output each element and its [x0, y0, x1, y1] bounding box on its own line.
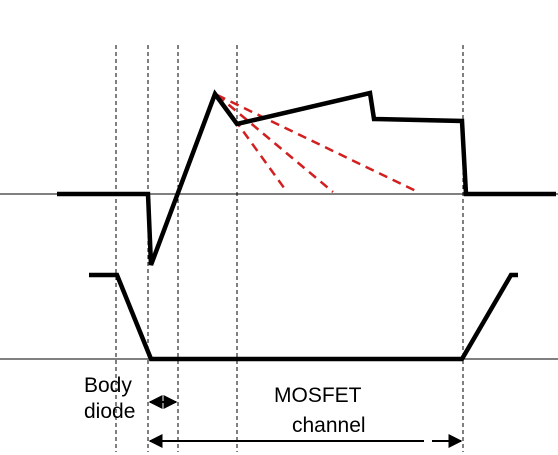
body-diode-label-line1: Body: [84, 374, 132, 397]
red-dashed-fan: [215, 93, 419, 194]
fan-line-2: [216, 94, 334, 193]
lower-waveform: [89, 272, 518, 362]
vertical-guides: [115, 45, 464, 452]
mosfet-channel-label-line1: MOSFET: [274, 384, 362, 407]
body-diode-label-line2: diode: [84, 400, 136, 423]
upper-waveform: [57, 89, 556, 266]
mosfet-channel-label-line2: channel: [292, 414, 366, 437]
fan-line-3: [216, 93, 419, 194]
